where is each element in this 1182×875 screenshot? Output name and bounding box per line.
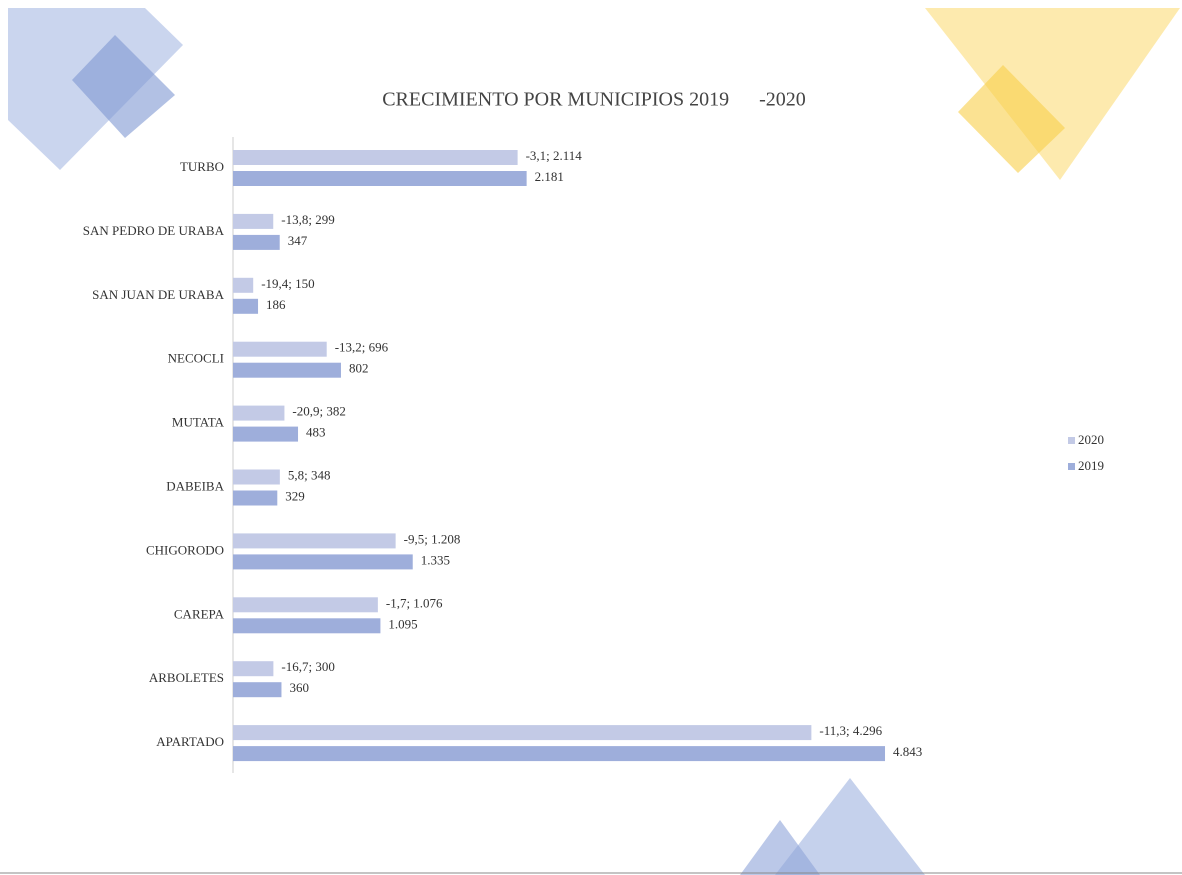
bar	[233, 406, 284, 421]
bar	[233, 470, 280, 485]
bar	[233, 363, 341, 378]
value-label: 483	[306, 425, 326, 440]
bar	[233, 427, 298, 442]
value-label: 1.335	[421, 552, 450, 567]
value-label: 2.181	[535, 169, 564, 184]
value-label: -1,7; 1.076	[386, 595, 443, 610]
bar	[233, 682, 281, 697]
legend-label: 2020	[1078, 432, 1104, 447]
bar	[233, 491, 277, 506]
value-label: -9,5; 1.208	[404, 531, 461, 546]
category-label: CAREPA	[174, 606, 225, 621]
value-label: 802	[349, 361, 369, 376]
bar	[233, 235, 280, 250]
bar	[233, 618, 380, 633]
legend-label: 2019	[1078, 458, 1104, 473]
category-label: MUTATA	[172, 415, 225, 430]
value-label: 1.095	[388, 616, 417, 631]
category-label: SAN JUAN DE URABA	[92, 287, 224, 302]
category-label: NECOCLI	[168, 351, 224, 366]
value-label: 329	[285, 488, 305, 503]
bar	[233, 554, 413, 569]
category-label: DABEIBA	[166, 478, 224, 493]
value-label: -19,4; 150	[261, 276, 314, 291]
value-label: -13,2; 696	[335, 340, 389, 355]
chart-title: CRECIMIENTO POR MUNICIPIOS 2019 -2020	[382, 89, 806, 111]
category-label: TURBO	[180, 159, 224, 174]
bar	[233, 171, 527, 186]
bar	[233, 214, 273, 229]
value-label: 4.843	[893, 744, 922, 759]
value-label: 186	[266, 297, 286, 312]
value-label: -20,9; 382	[292, 404, 345, 419]
category-label: ARBOLETES	[149, 670, 224, 685]
value-label: -13,8; 299	[281, 212, 334, 227]
value-label: 5,8; 348	[288, 467, 331, 482]
bar	[233, 299, 258, 314]
category-label: APARTADO	[156, 734, 224, 749]
bar	[233, 725, 811, 740]
value-label: -16,7; 300	[281, 659, 334, 674]
slide: CRECIMIENTO POR MUNICIPIOS 2019 -2020 TU…	[0, 0, 1182, 875]
bar	[233, 533, 396, 548]
bar	[233, 597, 378, 612]
bar	[233, 661, 273, 676]
bar	[233, 278, 253, 293]
value-label: 347	[288, 233, 308, 248]
bar	[233, 746, 885, 761]
legend-swatch	[1068, 463, 1075, 470]
category-label: CHIGORODO	[146, 542, 224, 557]
value-label: -3,1; 2.114	[526, 148, 583, 163]
bar	[233, 342, 327, 357]
value-label: 360	[289, 680, 309, 695]
value-label: -11,3; 4.296	[819, 723, 882, 738]
bar	[233, 150, 518, 165]
legend-swatch	[1068, 437, 1075, 444]
category-label: SAN PEDRO DE URABA	[83, 223, 225, 238]
